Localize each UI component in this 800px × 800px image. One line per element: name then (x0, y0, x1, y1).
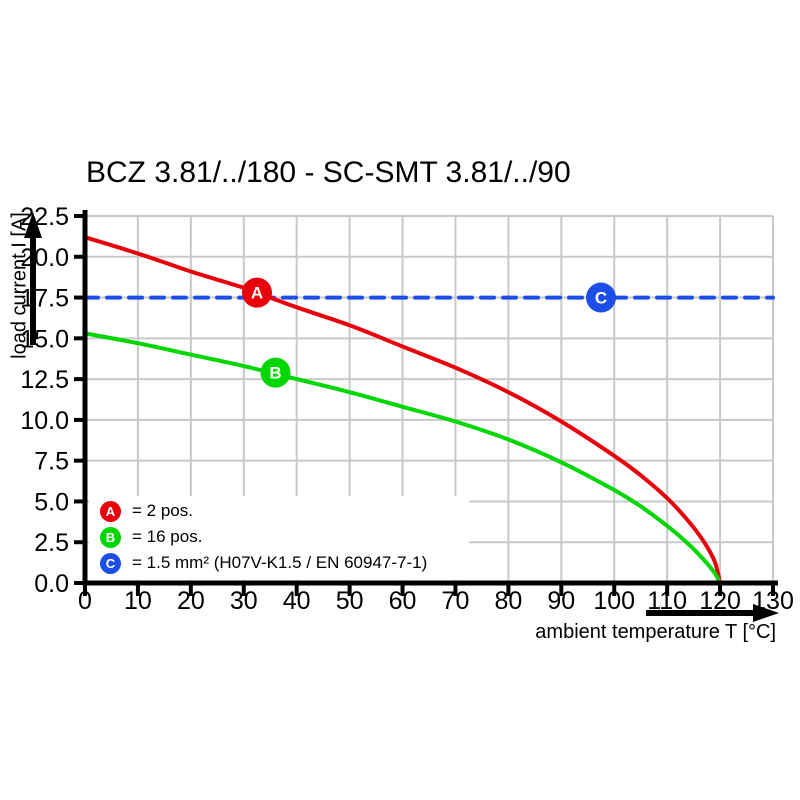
legend-label-a: = 2 pos. (132, 501, 193, 520)
y-axis-label: load current I [A] (8, 212, 31, 359)
y-axis-arrow-icon (24, 212, 42, 238)
y-tick-label: 15.0 (20, 325, 69, 353)
axis-arrows (24, 212, 779, 622)
y-tick-label: 2.5 (34, 529, 69, 557)
x-tick-label: 30 (230, 587, 258, 615)
x-tick-label: 60 (389, 587, 417, 615)
legend-label-c: = 1.5 mm² (H07V-K1.5 / EN 60947-7-1) (132, 553, 428, 572)
y-tick-label: 7.5 (34, 448, 69, 476)
legend-item-c: C = 1.5 mm² (H07V-K1.5 / EN 60947-7-1) (100, 551, 469, 575)
marker-letter: A (251, 284, 263, 303)
y-tick-label: 12.5 (20, 366, 69, 394)
marker-circle (260, 357, 291, 388)
x-tick-label: 50 (336, 587, 364, 615)
marker-circle (242, 277, 272, 308)
marker-circle (586, 282, 616, 313)
axes (74, 210, 778, 596)
marker-letter: B (269, 364, 281, 383)
curve-marker-c: C (586, 282, 616, 313)
marker-letter: C (595, 289, 607, 308)
x-tick-label: 80 (494, 587, 522, 615)
curve-a (83, 235, 723, 585)
legend-label-b: = 16 pos. (132, 527, 203, 546)
x-tick-label: 90 (547, 587, 575, 615)
curve-marker-a: A (242, 277, 272, 308)
y-tick-label: 17.5 (20, 285, 69, 313)
legend-marker-a-icon: A (100, 500, 121, 522)
x-tick-label: 0 (78, 587, 92, 615)
y-tick-label: 0.0 (34, 570, 69, 598)
legend: A = 2 pos. B = 16 pos. C = 1.5 mm² (H07V… (89, 496, 469, 580)
x-tick-label: 100 (593, 587, 635, 615)
legend-marker-b-icon: B (100, 526, 121, 548)
chart-title: BCZ 3.81/../180 - SC-SMT 3.81/../90 (86, 156, 571, 189)
x-tick-label: 20 (177, 587, 205, 615)
curve-marker-b: B (260, 357, 291, 388)
y-tick-label: 20.0 (20, 244, 69, 272)
y-tick-label: 10.0 (20, 407, 69, 435)
x-tick-label: 10 (124, 587, 152, 615)
x-axis-arrow-icon (753, 604, 779, 622)
curve-b (83, 331, 723, 585)
y-tick-label: 5.0 (34, 488, 69, 516)
x-tick-label: 40 (283, 587, 311, 615)
legend-item-b: B = 16 pos. (100, 525, 469, 549)
legend-marker-c-icon: C (100, 552, 121, 574)
legend-item-a: A = 2 pos. (100, 499, 469, 523)
x-tick-label: 70 (442, 587, 470, 615)
x-axis-label: ambient temperature T [°C] (535, 621, 776, 643)
